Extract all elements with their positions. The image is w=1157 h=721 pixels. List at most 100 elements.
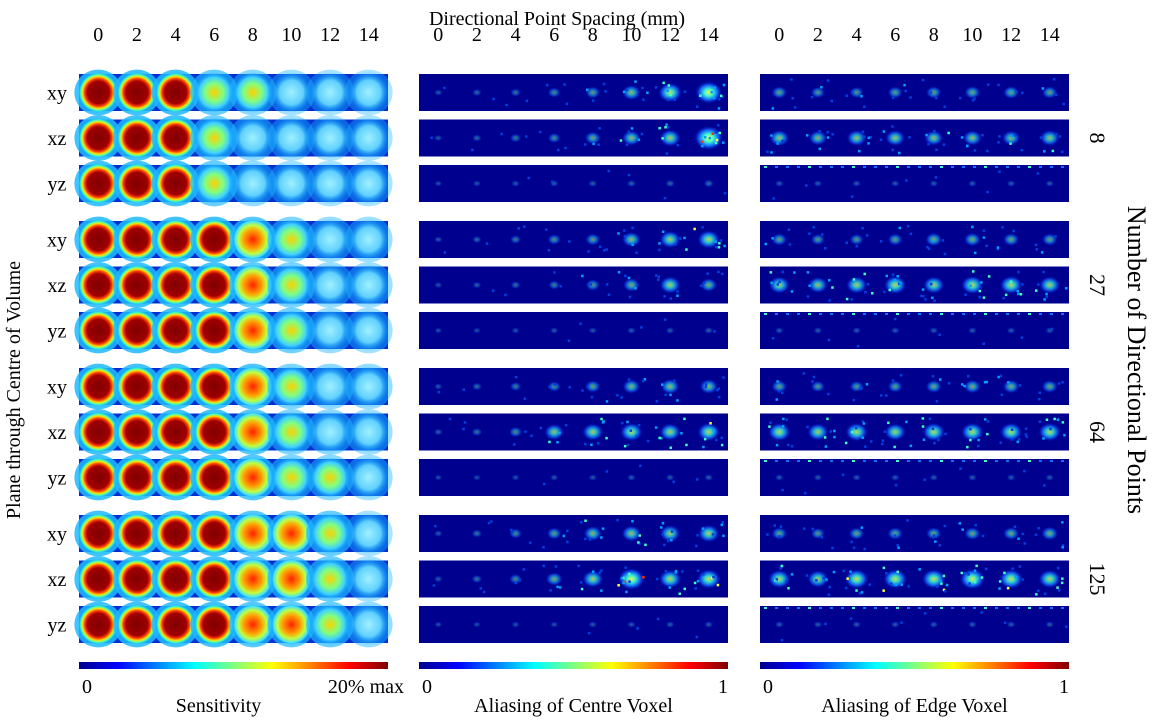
panel-aliasing-centre: 0 2 4 6 8 10 12 14 0 1 Aliasing of Centre Voxel (419, 24, 728, 717)
aliasing-speckle (700, 140, 704, 143)
aliasing-speckle (693, 227, 696, 231)
edge-speckle (995, 460, 998, 462)
aliasing-speckle (607, 293, 611, 296)
edge-speckle (918, 166, 921, 168)
aliasing-blob (659, 129, 682, 147)
aliasing-speckle (717, 270, 720, 274)
aliasing-speckle (967, 374, 970, 378)
aliasing-speckle (504, 293, 507, 297)
heatmap-strip (74, 216, 393, 263)
aliasing-speckle (678, 237, 682, 240)
sensitivity-blob (155, 411, 196, 453)
aliasing-speckle (781, 425, 785, 428)
aliasing-speckle (658, 126, 661, 130)
aliasing-speckle (637, 541, 640, 544)
sensitivity-blob (78, 457, 119, 498)
aliasing-speckle (1017, 438, 1021, 441)
plane-label: xy (47, 377, 67, 399)
edge-speckle (764, 607, 767, 609)
aliasing-speckle (894, 583, 898, 587)
aliasing-blob (810, 86, 826, 99)
edge-speckle (808, 460, 811, 462)
aliasing-blob (884, 129, 906, 147)
edge-speckle (1061, 607, 1064, 609)
aliasing-speckle (655, 274, 658, 277)
aliasing-blob (774, 326, 784, 335)
aliasing-speckle (654, 86, 658, 89)
aliasing-speckle (966, 445, 969, 449)
aliasing-speckle (841, 473, 845, 477)
aliasing-speckle (708, 136, 711, 140)
aliasing-blob (1039, 129, 1060, 147)
aliasing-blob (665, 473, 675, 482)
heatmap-strip (760, 221, 1069, 258)
sensitivity-blob (155, 457, 196, 498)
aliasing-blob (471, 235, 482, 244)
aliasing-speckle (771, 337, 775, 340)
aliasing-speckle (702, 281, 706, 284)
aliasing-speckle (600, 536, 603, 539)
aliasing-speckle (961, 383, 964, 386)
heatmap-strip (419, 165, 728, 202)
aliasing-blob (807, 276, 829, 294)
aliasing-speckle (1043, 484, 1046, 487)
aliasing-blob (967, 179, 978, 188)
edge-speckle (841, 166, 844, 168)
aliasing-blob (549, 179, 559, 188)
aliasing-speckle (998, 135, 1001, 138)
aliasing-blob (509, 234, 522, 245)
aliasing-speckle (1056, 586, 1059, 589)
aliasing-speckle (966, 144, 969, 148)
aliasing-speckle (479, 587, 482, 590)
aliasing-speckle (721, 95, 724, 99)
edge-speckle (830, 166, 833, 168)
sensitivity-blob (348, 457, 389, 498)
aliasing-speckle (888, 288, 891, 292)
aliasing-speckle (539, 426, 542, 430)
aliasing-speckle (660, 526, 663, 529)
edge-speckle (940, 460, 943, 462)
aliasing-speckle (778, 535, 781, 538)
aliasing-speckle (931, 375, 935, 378)
aliasing-speckle (998, 587, 1001, 590)
edge-speckle (929, 460, 932, 462)
aliasing-blob (925, 85, 942, 100)
heatmap-strip (760, 560, 1069, 598)
heatmap-strip (74, 307, 393, 354)
aliasing-speckle (832, 570, 836, 574)
aliasing-speckle (628, 295, 632, 299)
aliasing-speckle (780, 639, 784, 642)
edge-speckle (863, 460, 866, 462)
aliasing-blob (810, 233, 826, 246)
edge-speckle (907, 607, 910, 609)
aliasing-blob (433, 134, 443, 142)
sensitivity-blob (194, 310, 235, 351)
edge-speckle (819, 166, 822, 168)
aliasing-speckle (1053, 417, 1056, 421)
aliasing-blob (511, 327, 520, 334)
aliasing-speckle (1061, 577, 1064, 580)
sensitivity-blob (116, 558, 157, 600)
aliasing-blob (547, 233, 562, 246)
aliasing-speckle (865, 383, 869, 386)
aliasing-speckle (931, 427, 935, 431)
aliasing-blob (434, 180, 443, 187)
aliasing-blob (1041, 232, 1058, 247)
aliasing-speckle (624, 274, 627, 278)
aliasing-speckle (586, 88, 589, 92)
aliasing-speckle (1001, 226, 1004, 229)
edge-speckle (962, 607, 965, 609)
aliasing-speckle (643, 378, 647, 381)
aliasing-speckle (1041, 87, 1045, 90)
colorbar-max-label: 1 (718, 676, 728, 698)
aliasing-speckle (676, 290, 679, 293)
aliasing-speckle (556, 585, 559, 589)
aliasing-blob (547, 380, 562, 393)
aliasing-speckle (928, 417, 932, 420)
aliasing-speckle (701, 527, 705, 530)
sensitivity-blob (348, 72, 389, 113)
aliasing-speckle (517, 227, 520, 230)
aliasing-speckle (891, 125, 894, 128)
